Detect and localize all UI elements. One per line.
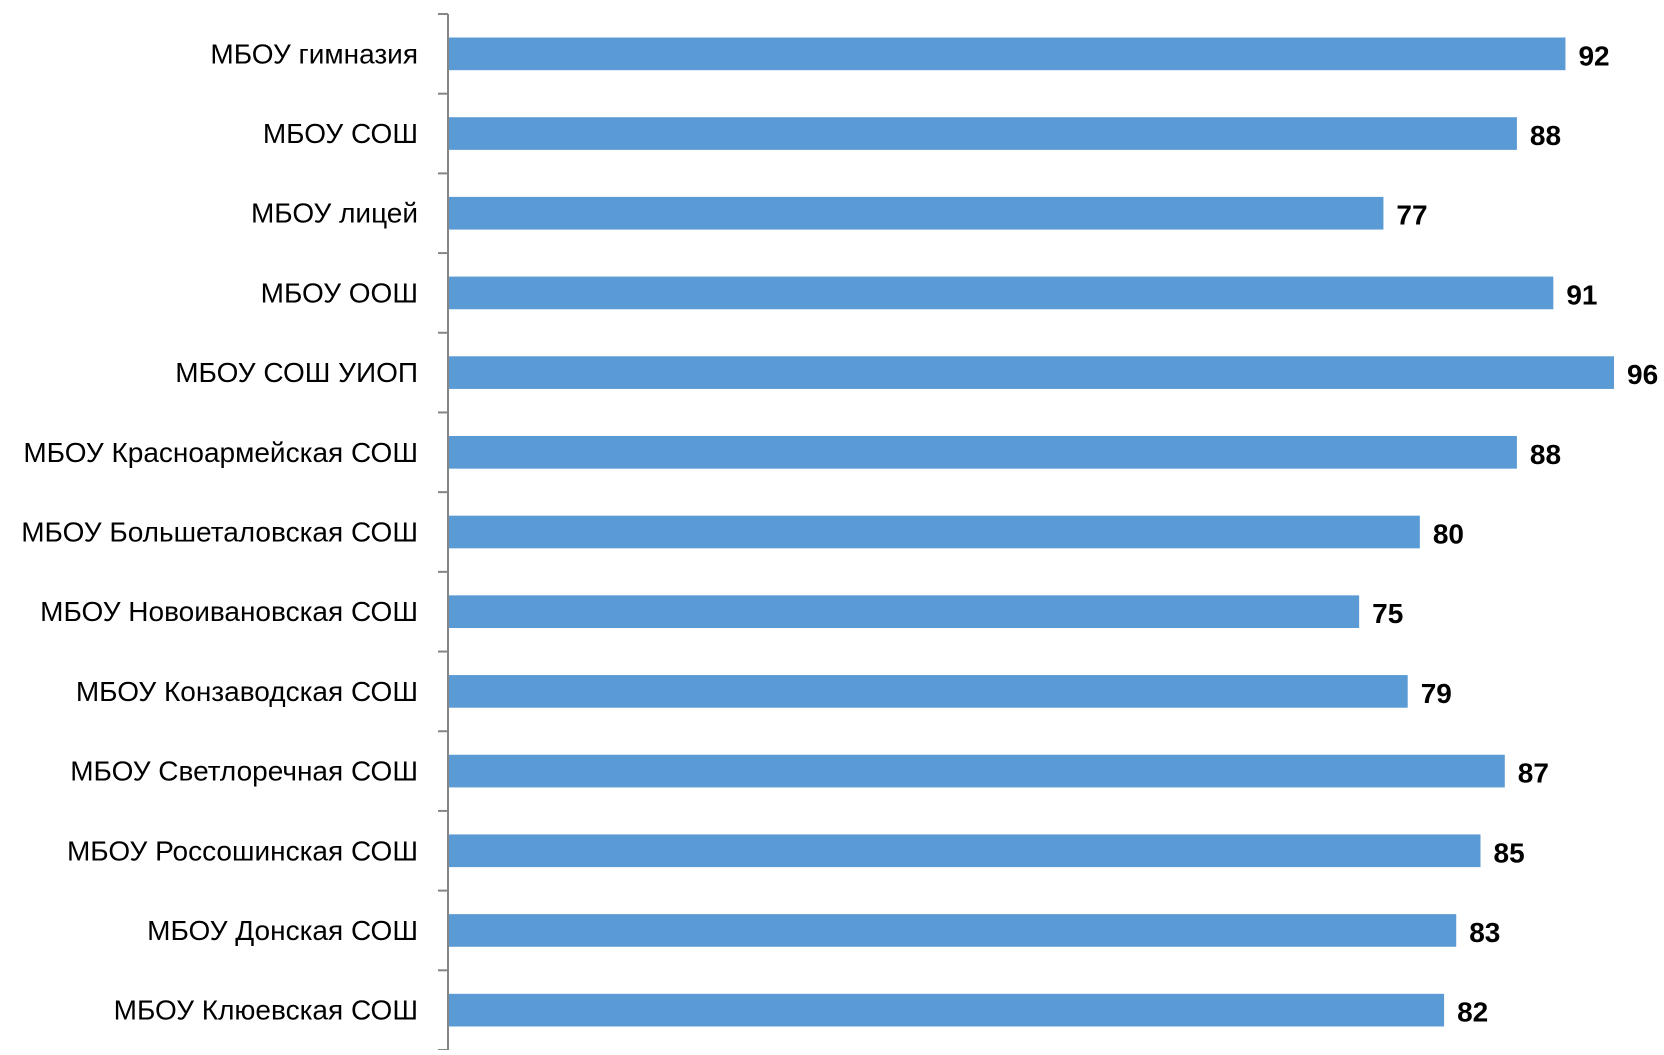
value-label: 80 <box>1433 519 1464 550</box>
bar <box>449 914 1457 947</box>
bar <box>449 196 1384 230</box>
bar <box>449 754 1505 788</box>
bars <box>449 37 1614 1027</box>
category-label: МБОУ Клюевская СОШ <box>114 995 418 1026</box>
category-label: МБОУ Светлоречная СОШ <box>70 756 418 787</box>
category-label: МБОУ Конзаводская СОШ <box>76 676 418 707</box>
bar <box>449 356 1614 389</box>
value-label: 85 <box>1494 837 1525 868</box>
value-label: 83 <box>1469 917 1500 948</box>
category-label: МБОУ лицей <box>251 198 418 229</box>
category-label: МБОУ Красноармейская СОШ <box>23 437 418 468</box>
category-label: МБОУ ООШ <box>261 277 418 308</box>
value-label: 82 <box>1457 997 1488 1028</box>
value-label: 75 <box>1372 598 1403 629</box>
bar <box>449 675 1408 708</box>
bar <box>449 37 1566 71</box>
bar <box>449 595 1360 629</box>
bar <box>449 993 1445 1027</box>
bar <box>449 435 1517 469</box>
category-label: МБОУ гимназия <box>210 38 418 69</box>
bar <box>449 834 1481 868</box>
category-label: МБОУ СОШ <box>263 118 418 149</box>
category-label: МБОУ Донская СОШ <box>147 915 418 946</box>
value-label: 88 <box>1530 439 1561 470</box>
value-label: 96 <box>1627 359 1658 390</box>
value-label: 79 <box>1421 678 1452 709</box>
value-label: 88 <box>1530 120 1561 151</box>
value-label: 92 <box>1578 40 1609 71</box>
category-labels: МБОУ гимназия МБОУ СОШ МБОУ лицей МБОУ ООШ М… <box>21 38 418 1025</box>
value-label: 91 <box>1566 279 1597 310</box>
axis-ticks <box>438 13 448 1051</box>
category-label: МБОУ Россошинская СОШ <box>67 835 418 866</box>
category-label: МБОУ СОШ УИОП <box>175 357 418 388</box>
bar <box>449 276 1554 310</box>
value-label: 77 <box>1396 200 1427 231</box>
value-labels: 92 88 77 91 96 88 80 75 79 87 85 83 82 <box>1372 40 1658 1027</box>
bar <box>449 117 1517 150</box>
bar <box>449 515 1420 549</box>
category-label: МБОУ Большеталовская СОШ <box>21 517 418 548</box>
category-label: МБОУ Новоивановская СОШ <box>40 596 418 627</box>
value-label: 87 <box>1518 758 1549 789</box>
